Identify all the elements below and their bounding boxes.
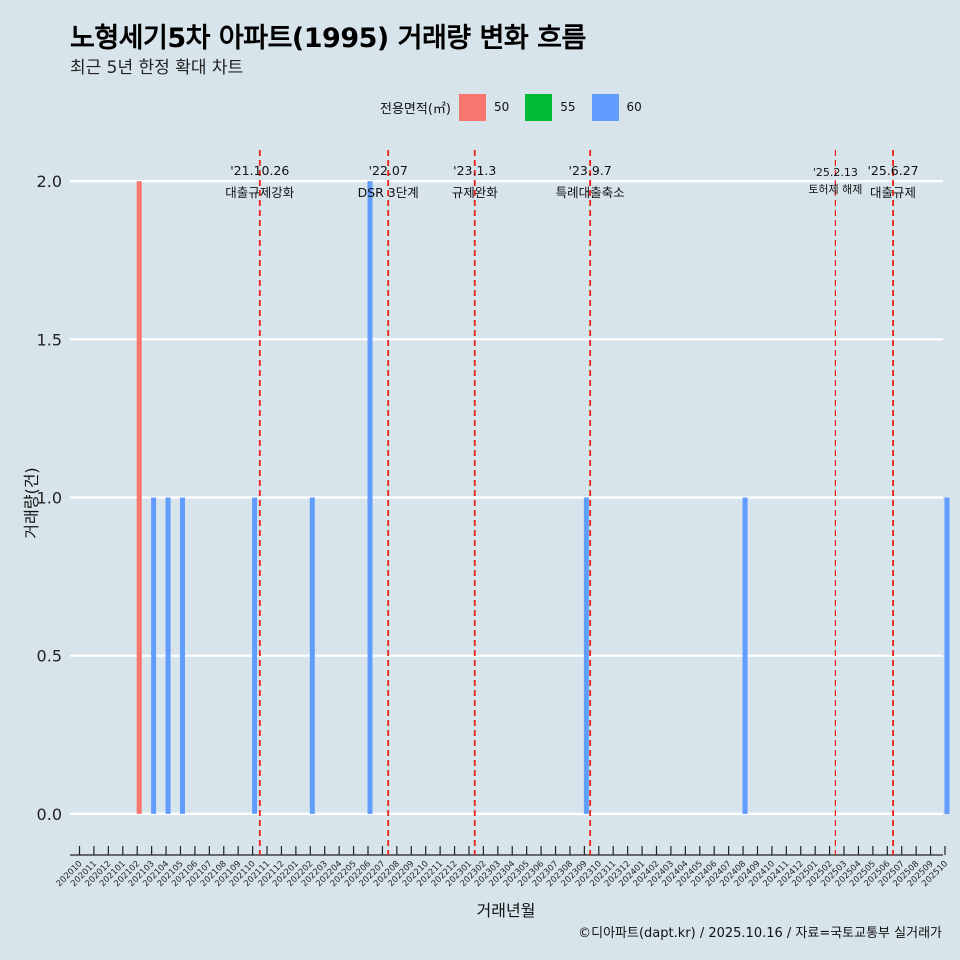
event-label: 대출규제강화 xyxy=(225,185,295,200)
event-date: '23.9.7 xyxy=(569,163,612,178)
chart-subtitle: 최근 5년 한정 확대 차트 xyxy=(70,58,244,78)
event-date: '25.6.27 xyxy=(867,163,918,178)
y-tick-label: 1.0 xyxy=(37,489,62,508)
y-tick-label: 0.0 xyxy=(37,805,62,824)
legend-item-60: 60 xyxy=(591,93,652,121)
chart-title: 노형세기5차 아파트(1995) 거래량 변화 흐름 xyxy=(70,23,586,54)
bar-202110 xyxy=(252,497,258,814)
legend-label-60: 60 xyxy=(626,100,642,114)
legend-item-55: 55 xyxy=(525,93,585,121)
y-tick-label: 0.5 xyxy=(37,647,62,666)
event-date: '21.10.26 xyxy=(230,163,289,178)
legend-swatch-55 xyxy=(525,93,553,121)
bar-202408 xyxy=(742,497,748,814)
legend-title: 전용면적(㎡) xyxy=(380,101,451,117)
y-axis-label: 거래량(건) xyxy=(22,467,41,539)
event-date: '23.1.3 xyxy=(453,163,496,178)
legend-item-50: 50 xyxy=(458,93,519,121)
event-label: 특례대출축소 xyxy=(556,185,625,200)
event-label: 토허제 해제 xyxy=(808,182,862,196)
legend: 전용면적(㎡) 50 55 60 xyxy=(380,92,658,122)
bar-202103 xyxy=(151,497,157,814)
event-date: '25.2.13 xyxy=(813,166,858,179)
legend-label-50: 50 xyxy=(493,100,510,114)
bar-202104 xyxy=(165,497,171,814)
y-tick-label: 1.5 xyxy=(37,330,62,349)
legend-swatch-60 xyxy=(591,93,619,121)
legend-label-55: 55 xyxy=(560,100,576,114)
event-date: '22.07 xyxy=(369,163,408,178)
y-tick-label: 2.0 xyxy=(37,172,62,191)
bar-202102 xyxy=(136,181,142,814)
bar-202202 xyxy=(309,497,315,814)
bar-202105 xyxy=(179,497,185,814)
legend-swatch-50 xyxy=(458,93,486,121)
x-axis-label: 거래년월 xyxy=(476,901,536,920)
source-caption: ©디아파트(dapt.kr) / 2025.10.16 / 자료=국토교통부 실… xyxy=(578,926,942,941)
event-label: 규제완화 xyxy=(452,185,499,200)
bar-202206 xyxy=(367,181,373,814)
event-label: 대출규제 xyxy=(870,185,916,200)
bar-202309 xyxy=(583,497,589,814)
bar-202510 xyxy=(944,497,950,814)
event-label: DSR 3단계 xyxy=(358,185,419,200)
